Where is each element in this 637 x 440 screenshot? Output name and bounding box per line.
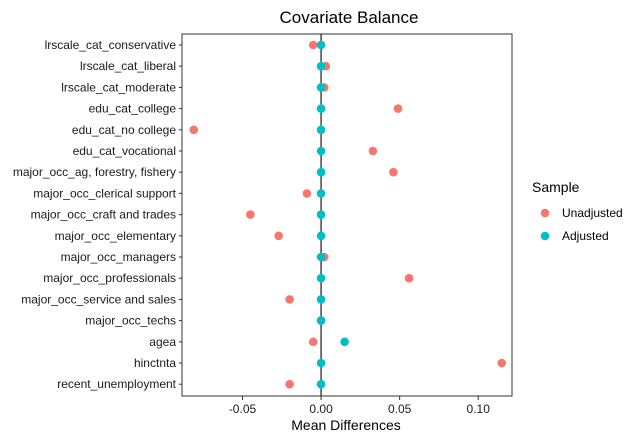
y-tick-label: edu_cat_vocational (73, 144, 176, 158)
point-adjusted (316, 295, 326, 304)
legend-key-unadjusted (540, 208, 550, 218)
x-tick-label: 0.00 (309, 402, 333, 416)
y-tick-label: edu_cat_no college (72, 123, 176, 137)
x-axis-title: Mean Differences (291, 417, 400, 433)
point-adjusted (316, 125, 326, 135)
point-unadjusted (389, 167, 398, 177)
x-axis-labels: -0.05 0.00 0.05 0.10 (229, 402, 490, 416)
point-unadjusted (308, 40, 318, 50)
y-tick-label: major_occ_ag, forestry, fishery (13, 165, 176, 179)
y-axis-ticks (179, 44, 182, 385)
point-adjusted (316, 273, 326, 283)
point-adjusted (316, 40, 326, 50)
y-tick-label: lrscale_cat_conservative (45, 38, 177, 52)
point-adjusted (316, 316, 326, 325)
point-unadjusted (274, 231, 283, 241)
point-adjusted (316, 210, 326, 219)
point-adjusted (316, 61, 326, 71)
y-tick-label: lrscale_cat_liberal (80, 59, 176, 73)
y-tick-label: lrscale_cat_moderate (61, 80, 176, 94)
point-unadjusted (302, 189, 312, 198)
y-tick-label: recent_unemployment (57, 377, 176, 391)
point-adjusted (316, 167, 326, 177)
point-unadjusted (246, 210, 255, 219)
y-tick-label: major_occ_professionals (43, 271, 176, 285)
y-tick-label: edu_cat_college (89, 102, 177, 116)
x-tick-label: 0.10 (467, 402, 491, 416)
point-unadjusted (285, 379, 294, 389)
point-adjusted (316, 252, 326, 262)
point-unadjusted (285, 295, 294, 304)
y-tick-label: major_occ_elementary (55, 229, 176, 243)
legend-title: Sample (532, 179, 580, 195)
chart-title: Covariate Balance (280, 8, 419, 27)
point-adjusted (316, 358, 326, 368)
y-tick-label: major_occ_managers (61, 250, 176, 264)
x-tick-label: -0.05 (229, 402, 257, 416)
y-tick-label: major_occ_techs (85, 314, 176, 328)
y-tick-label: major_occ_craft and trades (31, 208, 176, 222)
legend-key-adjusted (540, 231, 550, 241)
point-adjusted (316, 231, 326, 241)
point-unadjusted (497, 358, 507, 368)
point-adjusted (316, 104, 326, 113)
data-points (189, 40, 507, 389)
plot-panel (181, 33, 513, 397)
point-adjusted (316, 146, 326, 156)
y-tick-label: hinctnta (134, 356, 176, 370)
legend: Sample Unadjusted Adjusted (532, 179, 623, 243)
point-adjusted (340, 337, 349, 347)
y-tick-label: major_occ_clerical support (33, 186, 176, 200)
point-unadjusted (404, 273, 414, 283)
point-unadjusted (308, 337, 318, 347)
point-adjusted (316, 189, 326, 198)
legend-label: Unadjusted (562, 206, 623, 220)
point-adjusted (316, 83, 326, 92)
point-unadjusted (368, 146, 378, 156)
x-tick-label: 0.05 (388, 402, 412, 416)
point-unadjusted (189, 125, 199, 135)
y-tick-label: major_occ_service and sales (21, 292, 176, 306)
legend-label: Adjusted (562, 229, 609, 243)
x-axis-ticks (242, 396, 479, 400)
y-tick-label: agea (149, 335, 176, 349)
y-axis-labels: lrscale_cat_conservative lrscale_cat_libe… (13, 38, 177, 391)
point-unadjusted (393, 104, 403, 113)
point-adjusted (316, 379, 326, 389)
